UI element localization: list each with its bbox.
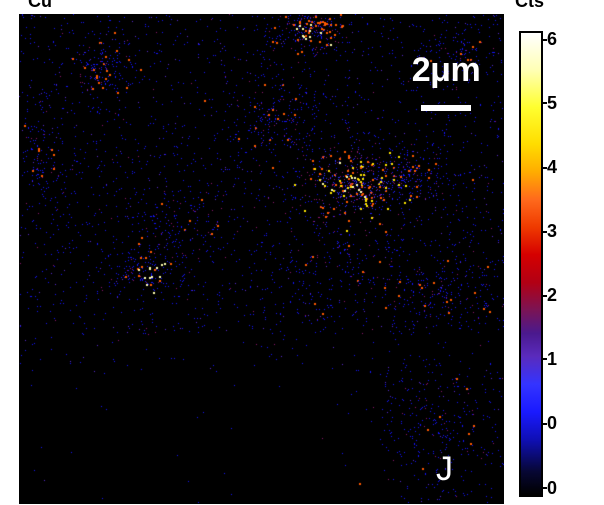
element-map: 2μm J bbox=[19, 14, 504, 504]
colorbar-tick-5 bbox=[542, 102, 547, 104]
colorbar-tick-label-6: 6 bbox=[547, 29, 558, 49]
colorbar-tick-2 bbox=[542, 295, 547, 297]
colorbar-tick-label-0-bottom: 0 bbox=[547, 478, 558, 498]
colorbar-tick-label-0-upper: 0 bbox=[547, 413, 558, 433]
colorbar-tick-1 bbox=[542, 358, 547, 360]
colorbar-tick-3 bbox=[542, 231, 547, 233]
colorbar-tick-label-5: 5 bbox=[547, 93, 558, 113]
colorbar-tick-0-bottom bbox=[542, 487, 547, 489]
panel-letter: J bbox=[436, 450, 453, 488]
colorbar-title: Cts bbox=[515, 0, 545, 11]
colorbar-tick-label-1: 1 bbox=[547, 349, 558, 369]
colorbar-tick-label-2: 2 bbox=[547, 285, 558, 305]
colorbar-tick-6 bbox=[542, 39, 547, 41]
colorbar-tick-4 bbox=[542, 167, 547, 169]
colorbar-tick-label-3: 3 bbox=[547, 221, 558, 241]
colorbar-gradient bbox=[519, 31, 543, 497]
counts-map-canvas bbox=[19, 14, 504, 504]
element-map-label: Cu bbox=[28, 0, 52, 11]
colorbar: Cts 0 0 1 2 3 4 5 6 bbox=[514, 0, 604, 505]
colorbar-tick-label-4: 4 bbox=[547, 157, 558, 177]
colorbar-tick-0-upper bbox=[542, 423, 547, 425]
